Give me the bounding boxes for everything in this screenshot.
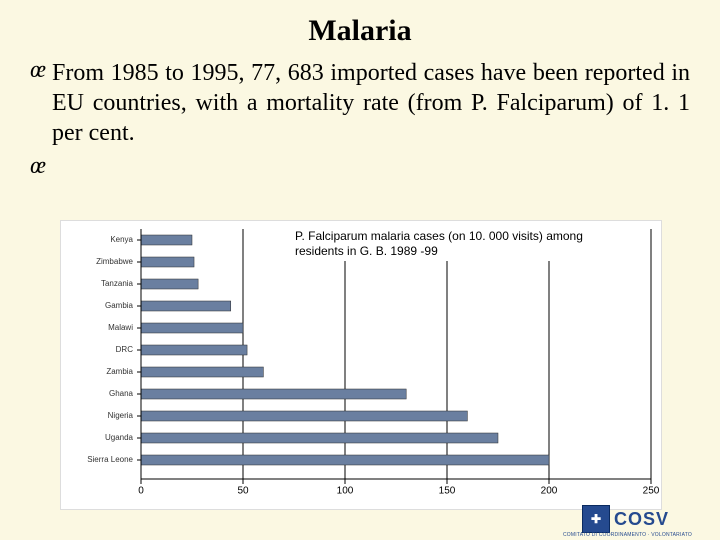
slide: Malaria œ From 1985 to 1995, 77, 683 imp… xyxy=(0,0,720,540)
paragraph-text: From 1985 to 1995, 77, 683 imported case… xyxy=(52,58,690,148)
ylabel-kenya: Kenya xyxy=(110,235,133,244)
bar-chart: Kenya Zimbabwe Tanzania Gambia Malawi DRC Zamb… xyxy=(61,221,661,509)
ylabel-nigeria: Nigeria xyxy=(108,411,134,420)
ylabel-uganda: Uganda xyxy=(105,433,134,442)
bar-uganda xyxy=(141,433,498,443)
slide-title: Malaria xyxy=(30,14,690,48)
xlabel-200: 200 xyxy=(541,485,558,496)
xlabel-150: 150 xyxy=(439,485,456,496)
bar-gambia xyxy=(141,301,231,311)
bar-malawi xyxy=(141,323,243,333)
logo-subtext: COMITATO DI COORDINAMENTO · VOLONTARIATO xyxy=(563,532,692,538)
ylabel-sierra-leone: Sierra Leone xyxy=(87,455,133,464)
bar-nigeria xyxy=(141,411,467,421)
chart-container: P. Falciparum malaria cases (on 10. 000 … xyxy=(60,220,662,510)
xlabel-100: 100 xyxy=(337,485,354,496)
bar-drc xyxy=(141,345,247,355)
bar-ghana xyxy=(141,389,406,399)
ylabel-zimbabwe: Zimbabwe xyxy=(96,257,133,266)
ylabel-ghana: Ghana xyxy=(109,389,134,398)
bar-zambia xyxy=(141,367,263,377)
bar-tanzania xyxy=(141,279,198,289)
ylabel-gambia: Gambia xyxy=(105,301,134,310)
ylabel-drc: DRC xyxy=(116,345,134,354)
bar-kenya xyxy=(141,235,192,245)
xlabel-50: 50 xyxy=(237,485,249,496)
xlabel-250: 250 xyxy=(643,485,660,496)
bar-sierra-leone xyxy=(141,455,549,465)
chart-caption: P. Falciparum malaria cases (on 10. 000 … xyxy=(291,227,599,261)
bullet-row-2: œ xyxy=(30,154,690,178)
bar-zimbabwe xyxy=(141,257,194,267)
logo-text: COSV xyxy=(614,510,669,528)
brand-logo: ✚ COSV COMITATO DI COORDINAMENTO · VOLON… xyxy=(582,502,692,536)
ylabel-tanzania: Tanzania xyxy=(101,279,134,288)
bullet-glyph: œ xyxy=(30,58,52,82)
ylabel-malawi: Malawi xyxy=(108,323,133,332)
chart-plot: Kenya Zimbabwe Tanzania Gambia Malawi DRC Zamb… xyxy=(87,229,660,496)
xlabel-0: 0 xyxy=(138,485,144,496)
bullet-row-1: œ From 1985 to 1995, 77, 683 imported ca… xyxy=(30,58,690,148)
logo-icon: ✚ xyxy=(582,505,610,533)
bullet-glyph-2: œ xyxy=(30,154,52,178)
ylabel-zambia: Zambia xyxy=(106,367,133,376)
